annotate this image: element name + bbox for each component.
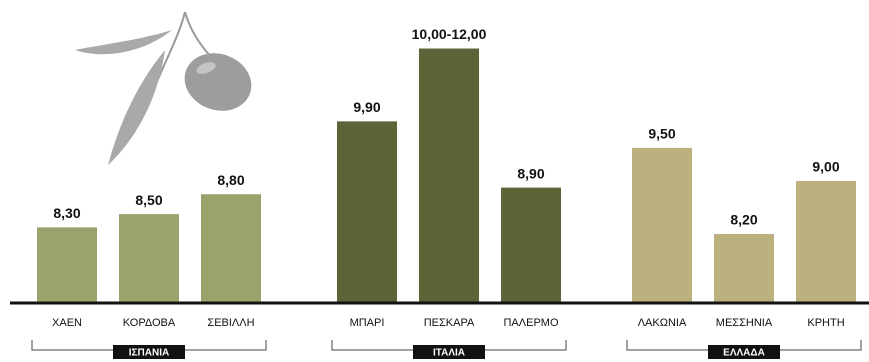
- group-label: ΕΛΛΑΔΑ: [723, 348, 765, 359]
- bar: [796, 180, 856, 302]
- category-label: ΚΡΗΤΗ: [807, 317, 844, 329]
- category-label: ΧΑΕΝ: [52, 317, 82, 329]
- category-label: ΠΕΣΚΑΡΑ: [424, 317, 475, 329]
- bar: [501, 187, 561, 302]
- group-label: ΙΣΠΑΝΙΑ: [129, 348, 169, 359]
- group-label-box: [113, 345, 185, 359]
- value-label: 8,90: [517, 165, 544, 181]
- bar: [337, 121, 397, 302]
- category-label: ΣΕΒΙΛΛΗ: [207, 317, 254, 329]
- value-label: 9,00: [812, 159, 839, 175]
- bar: [632, 147, 692, 302]
- group-label-box: [413, 345, 485, 359]
- bar: [419, 48, 479, 302]
- value-label: 9,90: [353, 99, 380, 115]
- value-label: 8,30: [53, 205, 80, 221]
- olive-illustration: [75, 11, 252, 165]
- bar: [37, 227, 97, 302]
- category-label: ΠΑΛΕΡΜΟ: [503, 317, 558, 329]
- value-label: 9,50: [648, 126, 675, 142]
- bar: [201, 194, 261, 302]
- category-label: ΜΠΑΡΙ: [350, 317, 385, 329]
- group-label: ΙΤΑΛΙΑ: [433, 348, 465, 359]
- value-label: 8,20: [730, 212, 757, 228]
- value-label: 8,50: [135, 192, 162, 208]
- category-label: ΜΕΣΣΗΝΙΑ: [716, 317, 773, 329]
- category-label: ΛΑΚΩΝΙΑ: [638, 317, 687, 329]
- value-label: 8,80: [217, 172, 244, 188]
- bar: [119, 214, 179, 302]
- group-label-box: [708, 345, 780, 359]
- bar: [714, 233, 774, 302]
- value-label: 10,00-12,00: [412, 26, 487, 42]
- category-label: ΚΟΡΔΟΒΑ: [123, 317, 176, 329]
